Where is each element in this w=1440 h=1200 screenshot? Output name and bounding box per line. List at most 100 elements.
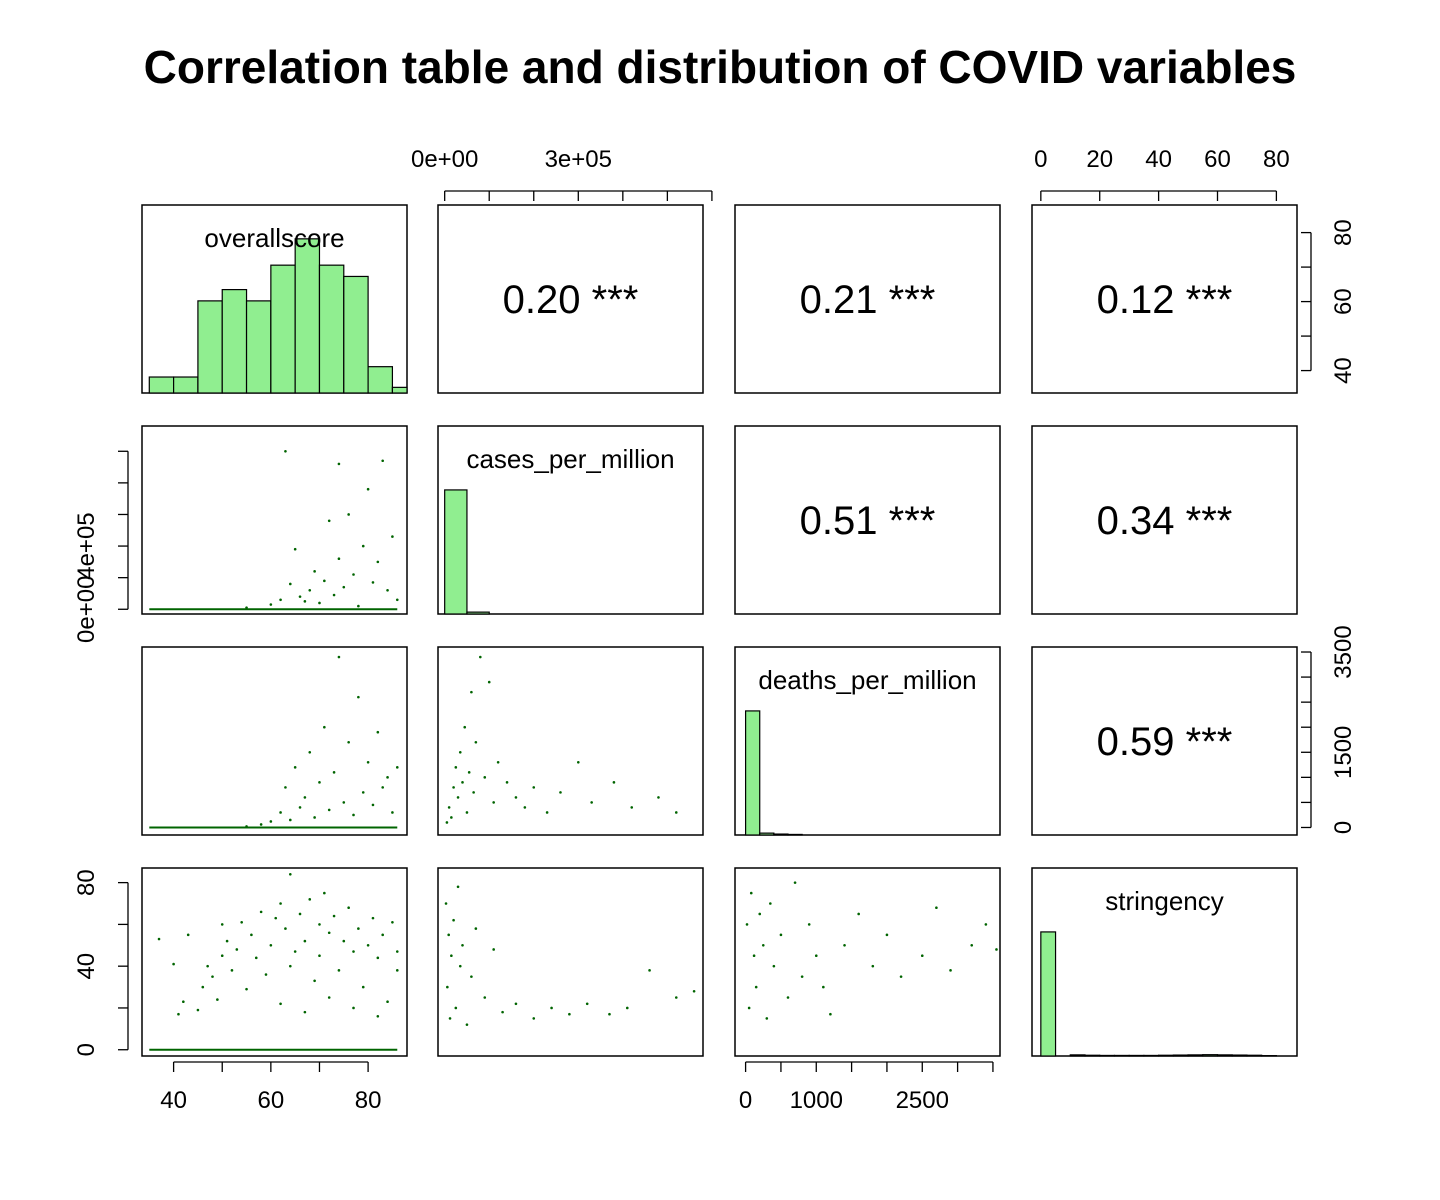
scatter-point: [995, 948, 998, 951]
hist-bar-stringency: [1084, 1054, 1101, 1057]
scatter-point: [674, 811, 678, 814]
top-axis-stringency-label: 80: [1263, 146, 1290, 173]
right-axis-overallscore-label: 80: [1330, 219, 1357, 246]
scatter-point: [474, 927, 478, 930]
bottom-axis-deaths-label: 2500: [896, 1087, 949, 1114]
scatter-point: [216, 998, 219, 1001]
hist-bar-cases_per_million: [466, 611, 490, 615]
scatter-point: [308, 589, 312, 592]
scatter-point: [501, 1010, 504, 1014]
scatter-point: [786, 996, 790, 999]
scatter-point: [347, 740, 350, 744]
scatter-point: [532, 786, 536, 789]
scatter-point: [487, 680, 491, 684]
scatter-point: [357, 695, 360, 699]
scatter-point: [196, 1008, 200, 1012]
scatter-point: [769, 902, 772, 905]
scatter-point: [899, 975, 903, 978]
bottom-axis-deaths-label: 0: [739, 1087, 752, 1114]
scatter-point: [472, 791, 475, 794]
scatter-point: [523, 806, 527, 809]
panel-1-3: [1031, 425, 1298, 615]
scatter-point: [395, 969, 399, 972]
scatter-point: [454, 1006, 458, 1010]
hist-bar-stringency: [1172, 1054, 1189, 1057]
scatter-point: [871, 964, 875, 968]
scatter-point: [371, 916, 375, 920]
scatter-point: [829, 1012, 832, 1016]
scatter-point: [259, 910, 263, 914]
scatter-point: [749, 891, 753, 895]
hist-bar-overallscore: [245, 300, 272, 394]
scatter-point: [444, 902, 448, 905]
scatter-point: [361, 791, 365, 794]
scatter-point: [332, 771, 336, 774]
scatter-point: [303, 600, 307, 603]
top-axis-stringency-label: 40: [1145, 146, 1172, 173]
top-axis-cases-label: 3e+05: [545, 146, 612, 173]
scatter-point: [240, 921, 243, 924]
top-axis-stringency-label: 20: [1086, 146, 1113, 173]
scatter-point: [269, 603, 273, 606]
scatter-point: [458, 750, 462, 754]
scatter-point: [814, 954, 818, 958]
scatter-point: [576, 761, 580, 764]
scatter-point: [391, 535, 394, 538]
scatter-point: [568, 1012, 571, 1016]
panel-1-1: [437, 425, 704, 615]
scatter-point: [245, 987, 248, 991]
scatter-point: [391, 921, 394, 924]
scatter-point: [279, 598, 282, 602]
correlation-text: 0.12 ***: [1097, 278, 1233, 322]
scatter-point: [206, 964, 209, 968]
scatter-point: [456, 796, 460, 799]
scatter-point: [674, 996, 678, 999]
scatter-point: [250, 933, 253, 937]
scatter-point: [357, 927, 360, 930]
scatter-point: [361, 544, 365, 548]
scatter-point: [284, 927, 287, 930]
scatter-point: [458, 964, 462, 968]
scatter-point: [323, 579, 326, 583]
hist-bar-stringency: [1099, 1054, 1116, 1057]
scatter-point: [465, 1023, 469, 1026]
scatter-point: [754, 985, 758, 989]
scatter-point: [386, 776, 389, 779]
scatter-point: [532, 1017, 536, 1020]
scatter-point: [308, 750, 312, 754]
scatter-point: [483, 996, 487, 999]
panel-3-2: [734, 867, 1001, 1057]
scatter-point: [289, 872, 292, 876]
scatter-point: [225, 939, 229, 943]
hist-bar-overallscore: [148, 376, 175, 394]
scatter-point: [352, 1006, 355, 1010]
hist-bar-overallscore: [221, 289, 248, 394]
scatter-point: [293, 766, 297, 769]
scatter-point: [308, 898, 312, 901]
scatter-point: [984, 923, 988, 926]
scatter-point: [289, 818, 292, 822]
hist-bar-stringency: [1216, 1054, 1233, 1057]
scatter-point: [313, 570, 316, 573]
scatter-point: [608, 1012, 611, 1016]
scatter-point: [376, 730, 380, 734]
scatter-point: [366, 943, 370, 947]
scatter-point: [220, 954, 224, 958]
scatter-point: [447, 806, 451, 809]
scatter-point: [447, 933, 450, 937]
panel-2-3: [1031, 646, 1298, 836]
scatter-point: [289, 964, 292, 968]
diag-label-stringency: stringency: [1105, 886, 1224, 916]
panel-0-1: [437, 204, 704, 394]
diag-label-overallscore: overallscore: [204, 223, 344, 253]
scatter-point: [298, 595, 302, 598]
scatter-point: [279, 811, 282, 814]
correlation-text: 0.34 ***: [1097, 499, 1233, 543]
scatter-point: [342, 801, 346, 804]
scatter-point: [357, 604, 360, 608]
right-axis-deaths-label: 1500: [1330, 726, 1357, 779]
scatter-point: [186, 933, 190, 937]
top-axis-cases-label: 0e+00: [411, 146, 478, 173]
scatter-point: [303, 796, 307, 799]
